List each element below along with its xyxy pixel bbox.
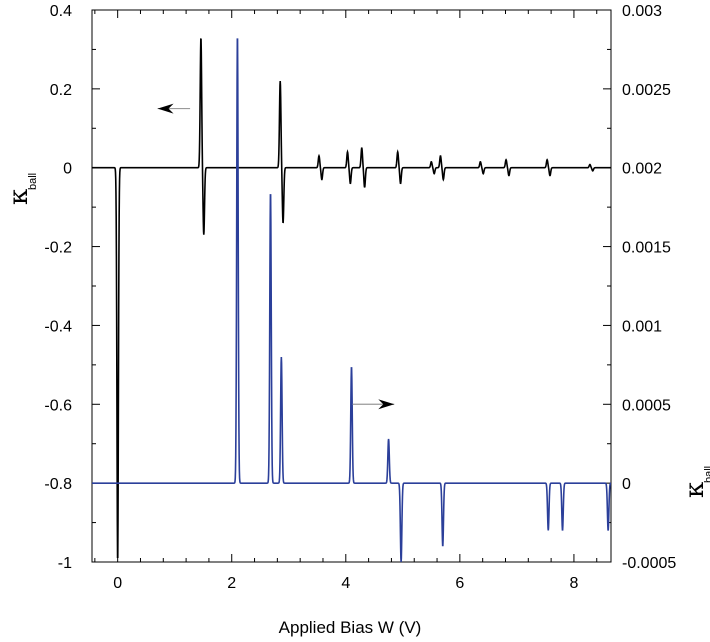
x-axis-title: Applied Bias W (V) [279,618,422,637]
y-left-tick-label: 0 [63,161,72,178]
y-left-axis-symbol: κ [4,189,34,205]
y-right-tick-label: 0.001 [622,318,662,335]
y-right-tick-label: 0.0025 [622,82,671,99]
y-left-axis-subscript: ball [27,173,39,190]
x-tick-label: 2 [227,575,236,592]
y-left-tick-label: -0.4 [44,318,72,335]
y-left-tick-label: 0.2 [50,82,72,99]
y-left-tick-label: -0.2 [44,240,72,257]
series-line-right-axis [92,38,611,562]
y-right-tick-label: 0.0015 [622,240,671,257]
y-right-tick-label: 0.0005 [622,397,671,414]
y-right-tick-label: 0.003 [622,3,662,20]
x-tick-label: 6 [455,575,464,592]
arrow-head-right [378,399,395,410]
x-tick-label: 4 [341,575,350,592]
plot-border [91,9,612,563]
y-left-tick-label: -0.6 [44,397,72,414]
y-right-tick-label: 0.002 [622,161,662,178]
ticks: 0 2 4 6 8 0.4 0.2 0 -0.2 -0.4 -0.6 -0.8 -1 0.003 0.002… [44,3,676,592]
y-left-tick-label: -1 [58,555,72,572]
series-line-left-axis [92,38,611,558]
y-left-tick-label: 0.4 [50,3,72,20]
y-right-tick-label: -0.0005 [622,555,676,572]
y-left-tick-label: -0.8 [44,476,72,493]
x-tick-label: 0 [113,575,122,592]
y-right-axis-symbol: κ [680,482,710,498]
y-right-tick-label: 0 [622,476,631,493]
x-tick-label: 8 [569,575,578,592]
labels-layer: Applied Bias W (V) κ ball κ ball [4,173,710,637]
annotation-layer [157,103,395,410]
series-layer [92,38,611,562]
y-right-axis-subscript: ball [703,466,710,483]
plot-frame [91,9,612,563]
arrow-head-left [157,103,174,114]
y-right-axis-title: κ ball [680,466,710,498]
y-left-axis-title: κ ball [4,173,39,205]
